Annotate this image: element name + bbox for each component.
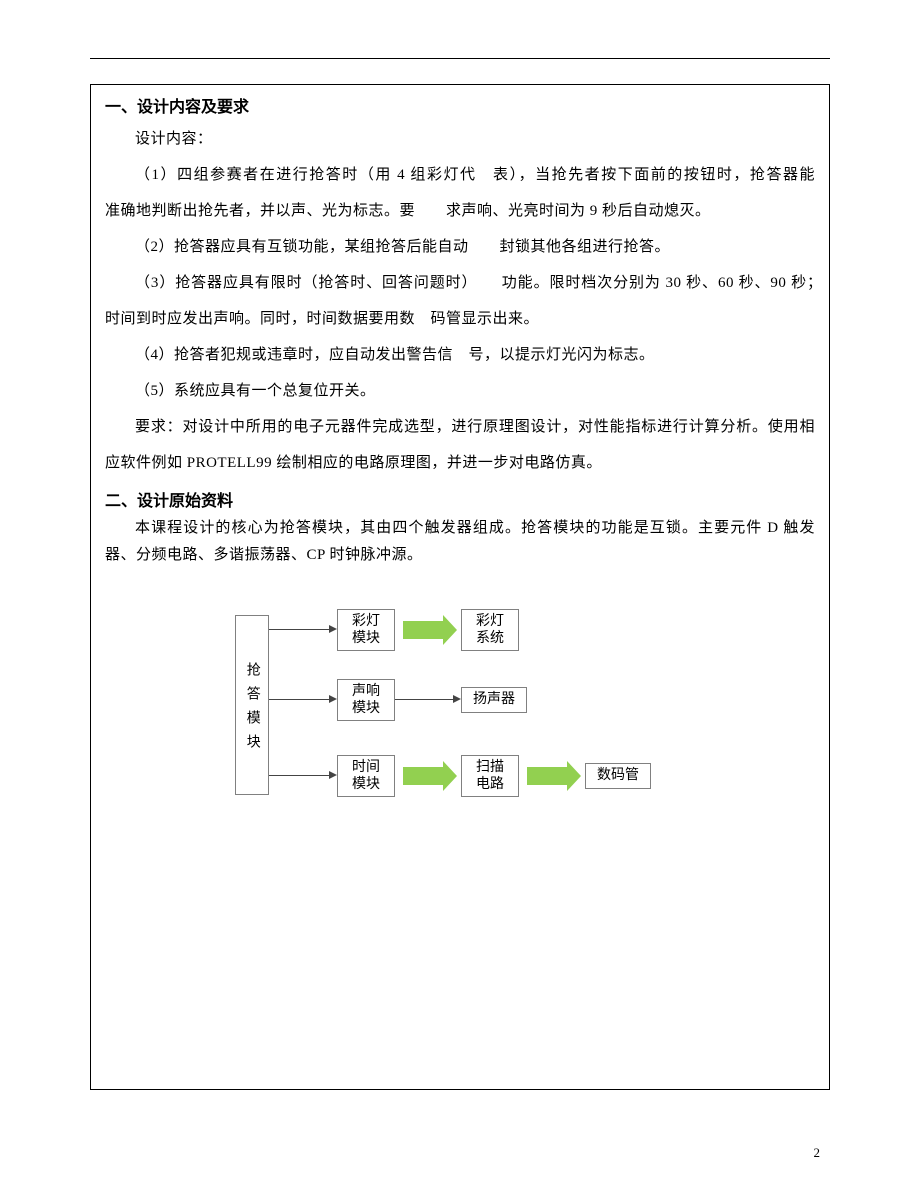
node-o3: 扫描 电路 bbox=[461, 755, 519, 797]
big-arrow-2 bbox=[403, 767, 443, 785]
section1-p4: （4）抢答者犯规或违章时，应自动发出警告信 号，以提示灯光闪为标志。 bbox=[105, 337, 815, 373]
section1-p5: （5）系统应具有一个总复位开关。 bbox=[105, 373, 815, 409]
big-arrow-1 bbox=[403, 621, 443, 639]
flowchart: 抢答模块 彩灯 模块 彩灯 系统 声响 模块 扬声器 时间 模块 扫描 电路 数… bbox=[235, 599, 685, 829]
section2-heading: 二、设计原始资料 bbox=[105, 487, 815, 511]
node-m2: 声响 模块 bbox=[337, 679, 395, 721]
node-root: 抢答模块 bbox=[235, 615, 269, 795]
arrowhead-m3 bbox=[329, 771, 337, 779]
page-number: 2 bbox=[814, 1145, 821, 1161]
arrowhead-m1 bbox=[329, 625, 337, 633]
arrowhead-o2 bbox=[453, 695, 461, 703]
section1-p3: （3）抢答器应具有限时（抢答时、回答问题时） 功能。限时档次分别为 30 秒、6… bbox=[105, 265, 815, 337]
section1-heading: 一、设计内容及要求 bbox=[105, 93, 815, 117]
edge-m2-o2 bbox=[395, 699, 455, 700]
node-o2: 扬声器 bbox=[461, 687, 527, 713]
node-o4: 数码管 bbox=[585, 763, 651, 789]
big-arrow-3 bbox=[527, 767, 567, 785]
header-rule bbox=[90, 58, 830, 59]
section1-p2: （2）抢答器应具有互锁功能，某组抢答后能自动 封锁其他各组进行抢答。 bbox=[105, 229, 815, 265]
node-o1: 彩灯 系统 bbox=[461, 609, 519, 651]
edge-root-m2 bbox=[269, 699, 331, 700]
content-box: 一、设计内容及要求 设计内容： （1）四组参赛者在进行抢答时（用 4 组彩灯代 … bbox=[90, 84, 830, 1090]
section1-sub: 设计内容： bbox=[105, 121, 815, 157]
arrowhead-m2 bbox=[329, 695, 337, 703]
node-m3: 时间 模块 bbox=[337, 755, 395, 797]
section1-p6: 要求：对设计中所用的电子元器件完成选型，进行原理图设计，对性能指标进行计算分析。… bbox=[105, 409, 815, 481]
edge-root-m3 bbox=[269, 775, 331, 776]
flowchart-container: 抢答模块 彩灯 模块 彩灯 系统 声响 模块 扬声器 时间 模块 扫描 电路 数… bbox=[105, 599, 815, 829]
edge-root-m1 bbox=[269, 629, 331, 630]
section2-p1: 本课程设计的核心为抢答模块，其由四个触发器组成。抢答模块的功能是互锁。主要元件 … bbox=[105, 515, 815, 569]
node-m1: 彩灯 模块 bbox=[337, 609, 395, 651]
section1-p1: （1）四组参赛者在进行抢答时（用 4 组彩灯代 表），当抢先者按下面前的按钮时，… bbox=[105, 157, 815, 229]
